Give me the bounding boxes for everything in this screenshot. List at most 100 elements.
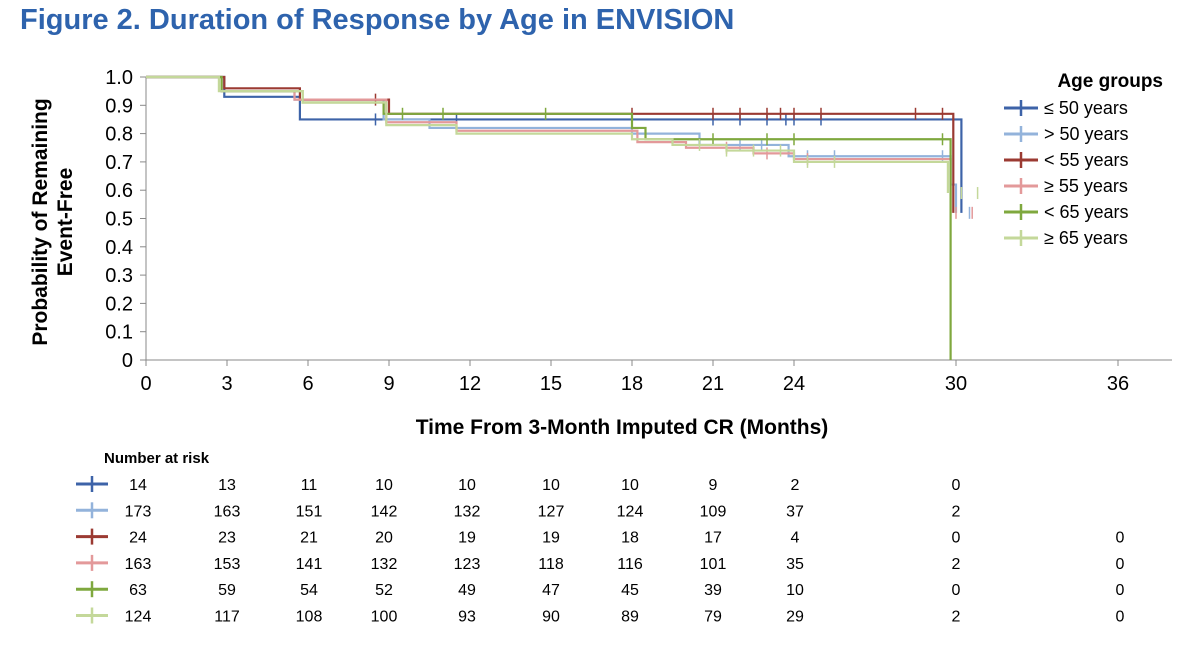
x-tick-label: 6 [302,373,313,395]
at-risk-count: 17 [704,530,722,547]
axes: 00.10.20.30.40.50.60.70.80.91.00 3 6 9 12 15 1… [29,67,1172,439]
y-tick-label: 0.2 [105,293,133,315]
at-risk-count: 100 [371,609,398,626]
at-risk-count: 132 [371,556,398,573]
y-axis-title-line: Probability of Remaining [29,98,52,345]
y-tick-label: 0.3 [105,265,133,287]
at-risk-count: 0 [1116,556,1125,573]
y-tick-label: 0.7 [105,152,133,174]
at-risk-count: 35 [786,556,804,573]
y-tick-label: 0.1 [105,322,133,344]
at-risk-count: 37 [786,503,804,520]
km-curve-series-1 [146,75,963,213]
at-risk-count: 116 [617,556,643,573]
at-risk-count: 13 [218,477,236,494]
x-tick-label: 36 [1107,373,1129,395]
at-risk-count: 89 [621,609,639,626]
at-risk-count: 2 [952,503,961,520]
at-risk-count: 2 [791,477,800,494]
x-tick-label: 30 [945,373,967,395]
at-risk-count: 124 [125,609,152,626]
at-risk-count: 132 [454,503,481,520]
at-risk-count: 109 [700,503,727,520]
at-risk-count: 0 [1116,609,1125,626]
at-risk-count: 108 [296,609,323,626]
y-axis-title-line: Event-Free [54,168,77,277]
at-risk-count: 2 [952,556,961,573]
y-tick-label: 0.5 [105,209,133,231]
x-tick-label: 9 [383,373,394,395]
at-risk-count: 118 [538,556,564,573]
y-tick-label: 0.4 [105,237,133,259]
at-risk-count: 93 [458,609,476,626]
at-risk-count: 4 [791,530,800,547]
y-tick-label: 0.9 [105,95,133,117]
at-risk-count: 151 [296,503,323,520]
at-risk-count: 173 [125,503,152,520]
at-risk-count: 29 [786,609,804,626]
x-axis-title: Time From 3-Month Imputed CR (Months) [416,416,829,439]
at-risk-count: 49 [458,582,476,599]
at-risk-count: 123 [454,556,481,573]
at-risk-count: 47 [542,582,560,599]
legend-title: Age groups [1057,71,1163,92]
legend: Age groups ≤ 50 years > 50 years < 55 years… [1004,71,1163,248]
x-tick-label: 21 [702,373,724,395]
at-risk-count: 0 [952,530,961,547]
at-risk-count: 39 [704,582,722,599]
at-risk-count: 10 [375,477,393,494]
at-risk-count: 59 [218,582,236,599]
at-risk-count: 2 [952,609,961,626]
at-risk-count: 20 [375,530,393,547]
legend-label: ≥ 55 years [1044,176,1128,196]
at-risk-count: 90 [542,609,560,626]
at-risk-count: 14 [129,477,147,494]
x-tick-label: 12 [459,373,481,395]
at-risk-count: 9 [709,477,718,494]
x-tick-label: 3 [221,373,232,395]
legend-label: ≥ 65 years [1044,228,1128,248]
at-risk-count: 127 [538,503,565,520]
survival-curves [146,75,979,360]
at-risk-count: 0 [1116,530,1125,547]
y-tick-label: 0.8 [105,124,133,146]
at-risk-count: 0 [952,477,961,494]
legend-label: ≤ 50 years [1044,98,1128,118]
y-tick-label: 0 [122,350,133,372]
at-risk-count: 45 [621,582,639,599]
at-risk-count: 79 [704,609,722,626]
y-axis-title: Probability of RemainingEvent-Free [29,98,77,345]
legend-label: > 50 years [1044,124,1129,144]
at-risk-count: 117 [214,609,240,626]
at-risk-count: 0 [1116,582,1125,599]
at-risk-count: 23 [218,530,236,547]
at-risk-count: 19 [458,530,476,547]
at-risk-count: 18 [621,530,639,547]
at-risk-count: 124 [617,503,644,520]
at-risk-count: 10 [542,477,560,494]
at-risk-count: 10 [786,582,804,599]
at-risk-count: 163 [214,503,241,520]
at-risk-count: 101 [700,556,727,573]
y-tick-label: 0.6 [105,180,133,202]
at-risk-count: 0 [952,582,961,599]
number-at-risk-title: Number at risk [104,450,210,467]
km-curve-series-6 [146,75,949,194]
y-tick-label: 1.0 [105,67,133,89]
at-risk-count: 21 [300,530,318,547]
x-tick-label: 0 [140,373,151,395]
at-risk-count: 52 [375,582,393,599]
at-risk-count: 63 [129,582,147,599]
at-risk-count: 153 [214,556,241,573]
x-tick-label: 24 [783,373,805,395]
x-tick-label: 18 [621,373,643,395]
x-tick-label: 15 [540,373,562,395]
at-risk-count: 10 [458,477,476,494]
at-risk-count: 10 [621,477,639,494]
at-risk-count: 24 [129,530,147,547]
legend-label: < 55 years [1044,150,1129,170]
at-risk-count: 11 [301,477,318,494]
at-risk-count: 19 [542,530,560,547]
at-risk-count: 163 [125,556,152,573]
